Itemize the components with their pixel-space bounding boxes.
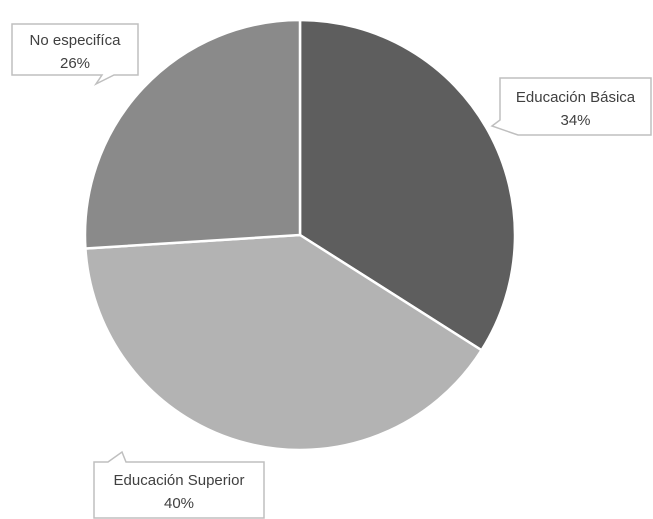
slice-label: Educación Básica	[516, 89, 636, 106]
slice-value-label: 40%	[164, 495, 194, 512]
slice-value-label: 26%	[60, 55, 90, 72]
slice-value-label: 34%	[560, 112, 590, 129]
callout-educacion-basica: Educación Básica 34%	[490, 77, 652, 136]
callout-box	[490, 77, 652, 136]
pie-slice-educacion-superior	[84, 233, 484, 452]
slice-label: No especifíca	[30, 32, 122, 49]
callout-no-especifica: No especifíca 26%	[11, 23, 139, 86]
slice-label: Educación Superior	[114, 472, 245, 489]
callout-educacion-superior: Educación Superior 40%	[93, 450, 265, 519]
callout-box	[93, 450, 265, 519]
callout-box	[11, 23, 139, 86]
pie-slice-no-especifica	[83, 18, 302, 250]
pie-slices	[83, 18, 517, 452]
